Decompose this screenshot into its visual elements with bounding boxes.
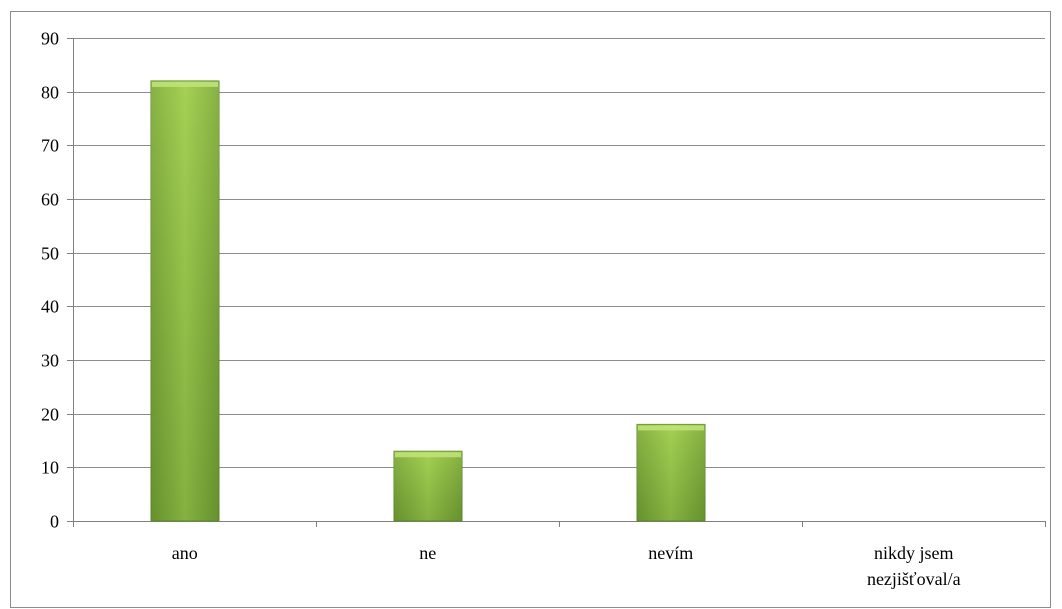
y-tick-label: 50 <box>41 244 59 264</box>
bar <box>636 423 706 522</box>
y-tick-label: 70 <box>41 136 59 156</box>
x-tick-label: ano <box>172 543 198 563</box>
x-tick-label: ne <box>419 543 436 563</box>
bar-cap <box>152 81 218 87</box>
bar-shade <box>151 80 219 521</box>
y-tick-label: 90 <box>41 29 59 49</box>
axes <box>67 38 1046 527</box>
bar-cap <box>395 452 461 458</box>
y-tick-label: 10 <box>41 458 59 478</box>
labels: 0 10 20 30 40 50 60 70 80 90 ano ne nevím nikdy jsem n… <box>41 29 961 590</box>
bar <box>150 80 220 522</box>
gridlines <box>73 38 1045 468</box>
bars <box>150 80 706 522</box>
bar-shade <box>637 424 705 521</box>
x-tick-label: nikdy jsem nezjišťoval/a <box>867 543 961 589</box>
y-tick-label: 80 <box>41 83 59 103</box>
bar-cap <box>638 425 704 431</box>
y-tick-label: 40 <box>41 297 59 317</box>
y-tick-label: 0 <box>50 512 59 532</box>
x-tick-label: nevím <box>648 543 693 563</box>
bar <box>393 450 463 522</box>
y-tick-label: 30 <box>41 351 59 371</box>
bar-shade <box>394 451 462 521</box>
y-tick-label: 60 <box>41 190 59 210</box>
y-tick-label: 20 <box>41 405 59 425</box>
